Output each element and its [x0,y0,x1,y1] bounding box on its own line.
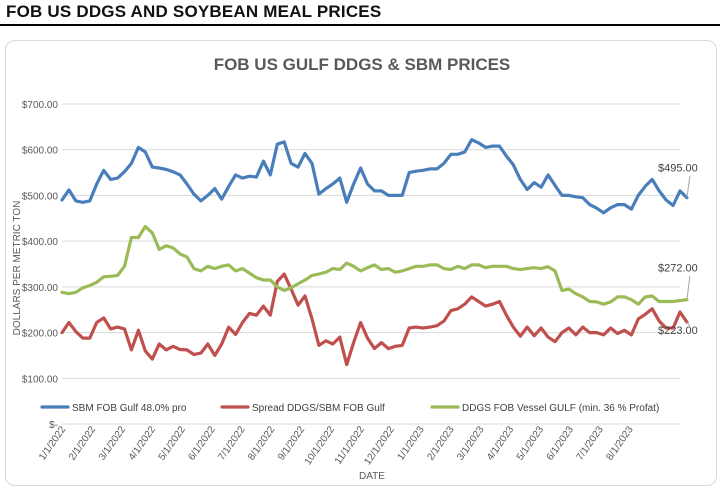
chart-title: FOB US GULF DDGS & SBM PRICES [214,55,511,74]
chart-frame [5,40,717,486]
x-tick-label: 4/1/2023 [485,424,517,463]
x-tick-label: 7/1/2022 [216,424,248,463]
y-tick-label: $300.00 [22,283,59,294]
x-tick-label: 2/1/2022 [67,424,99,463]
x-tick-label: 7/1/2023 [575,424,607,463]
x-tick-label: 5/1/2023 [515,424,547,463]
x-tick-label: 8/1/2022 [246,424,278,463]
y-tick-label: $- [49,420,58,431]
end-label-3: $272.00 [658,263,698,275]
end-label-1: $495.00 [658,163,698,175]
series-line-2 [60,272,689,367]
x-tick-label: 1/1/2023 [395,424,427,463]
x-tick-label: 12/1/2022 [362,424,397,467]
legend-label-1: SBM FOB Gulf 48.0% pro [72,403,187,414]
y-tick-label: $100.00 [22,374,59,385]
x-tick-label: 8/1/2023 [604,424,636,463]
y-tick-label: $400.00 [22,237,59,248]
series-line-1 [60,138,689,215]
x-axis-label: DATE [359,471,385,482]
x-tick-label: 3/1/2022 [97,424,129,463]
y-tick-label: $500.00 [22,191,59,202]
y-axis-label: DOLLARS PER METRIC TON [12,201,23,336]
legend-label-2: Spread DDGS/SBM FOB Gulf [252,403,385,414]
end-label-leader-3 [686,275,691,300]
end-label-leader-1 [686,175,691,198]
end-label-leader-2 [686,321,691,327]
x-tick-label: 4/1/2022 [127,424,159,463]
x-tick-label: 5/1/2022 [157,424,189,463]
x-tick-label: 9/1/2022 [276,424,308,463]
x-tick-label: 6/1/2022 [186,424,218,463]
y-tick-label: $700.00 [22,100,59,111]
legend-label-3: DDGS FOB Vessel GULF (min. 36 % Profat) [462,403,659,414]
x-tick-label: 3/1/2023 [455,424,487,463]
series-line-3 [60,224,689,306]
x-tick-label: 6/1/2023 [545,424,577,463]
x-tick-label: 2/1/2023 [425,424,457,463]
y-tick-label: $200.00 [22,329,59,340]
y-tick-label: $600.00 [22,146,59,157]
end-label-2: $223.00 [658,325,698,337]
page-title: FOB US DDGS AND SOYBEAN MEAL PRICES [6,2,382,21]
title-divider [0,24,720,26]
